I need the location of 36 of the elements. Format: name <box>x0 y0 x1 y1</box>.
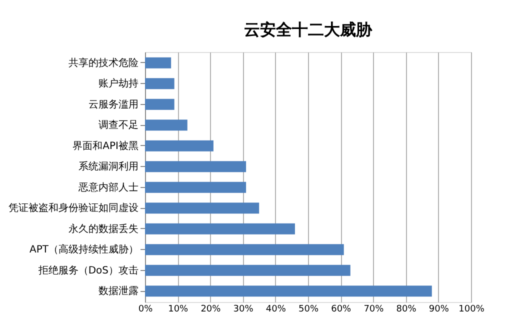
y-tick-label: 共享的技术危险 <box>68 56 138 69</box>
bar <box>145 223 295 234</box>
x-tick-label: 10% <box>168 304 189 314</box>
x-tick-label: 30% <box>233 304 254 314</box>
bar <box>145 98 174 110</box>
y-tick-label: 永久的数据丢失 <box>68 222 138 235</box>
y-tick-label: 系统漏洞利用 <box>78 160 138 173</box>
x-tick-label: 90% <box>428 304 450 314</box>
bar <box>145 140 214 152</box>
y-tick-label: 界面和API被黑 <box>72 140 138 152</box>
bar <box>145 264 350 276</box>
x-tick-label: 70% <box>364 304 384 314</box>
x-tick-label: 20% <box>200 304 222 314</box>
bar <box>145 182 246 193</box>
bar <box>145 286 432 297</box>
x-tick-label: 50% <box>298 304 319 314</box>
y-tick-label: 拒绝服务（DoS）攻击 <box>37 264 138 276</box>
x-tick-label: 60% <box>331 304 352 314</box>
bar <box>145 202 260 214</box>
y-tick-label: 数据泄露 <box>98 285 138 298</box>
chart-title: 云安全十二大威胁 <box>244 20 373 39</box>
y-tick-label: 调查不足 <box>98 119 138 132</box>
bar <box>145 244 344 256</box>
y-tick-label: 凭证被盗和身份验证如同虚设 <box>8 202 138 214</box>
bar <box>145 78 174 90</box>
x-tick-label: 100% <box>458 304 485 314</box>
y-tick-label: APT（高级持续性威胁） <box>30 244 138 256</box>
bar <box>145 161 246 172</box>
y-tick-label: 云服务滥用 <box>88 98 138 110</box>
x-tick-label: 40% <box>266 304 286 314</box>
y-tick-label: 账户劫持 <box>98 78 138 90</box>
x-tick-label: 80% <box>396 304 417 314</box>
bar <box>145 57 172 68</box>
bar <box>145 120 188 131</box>
x-tick-label: 0% <box>138 304 154 314</box>
y-tick-label: 恶意内部人士 <box>78 181 138 194</box>
